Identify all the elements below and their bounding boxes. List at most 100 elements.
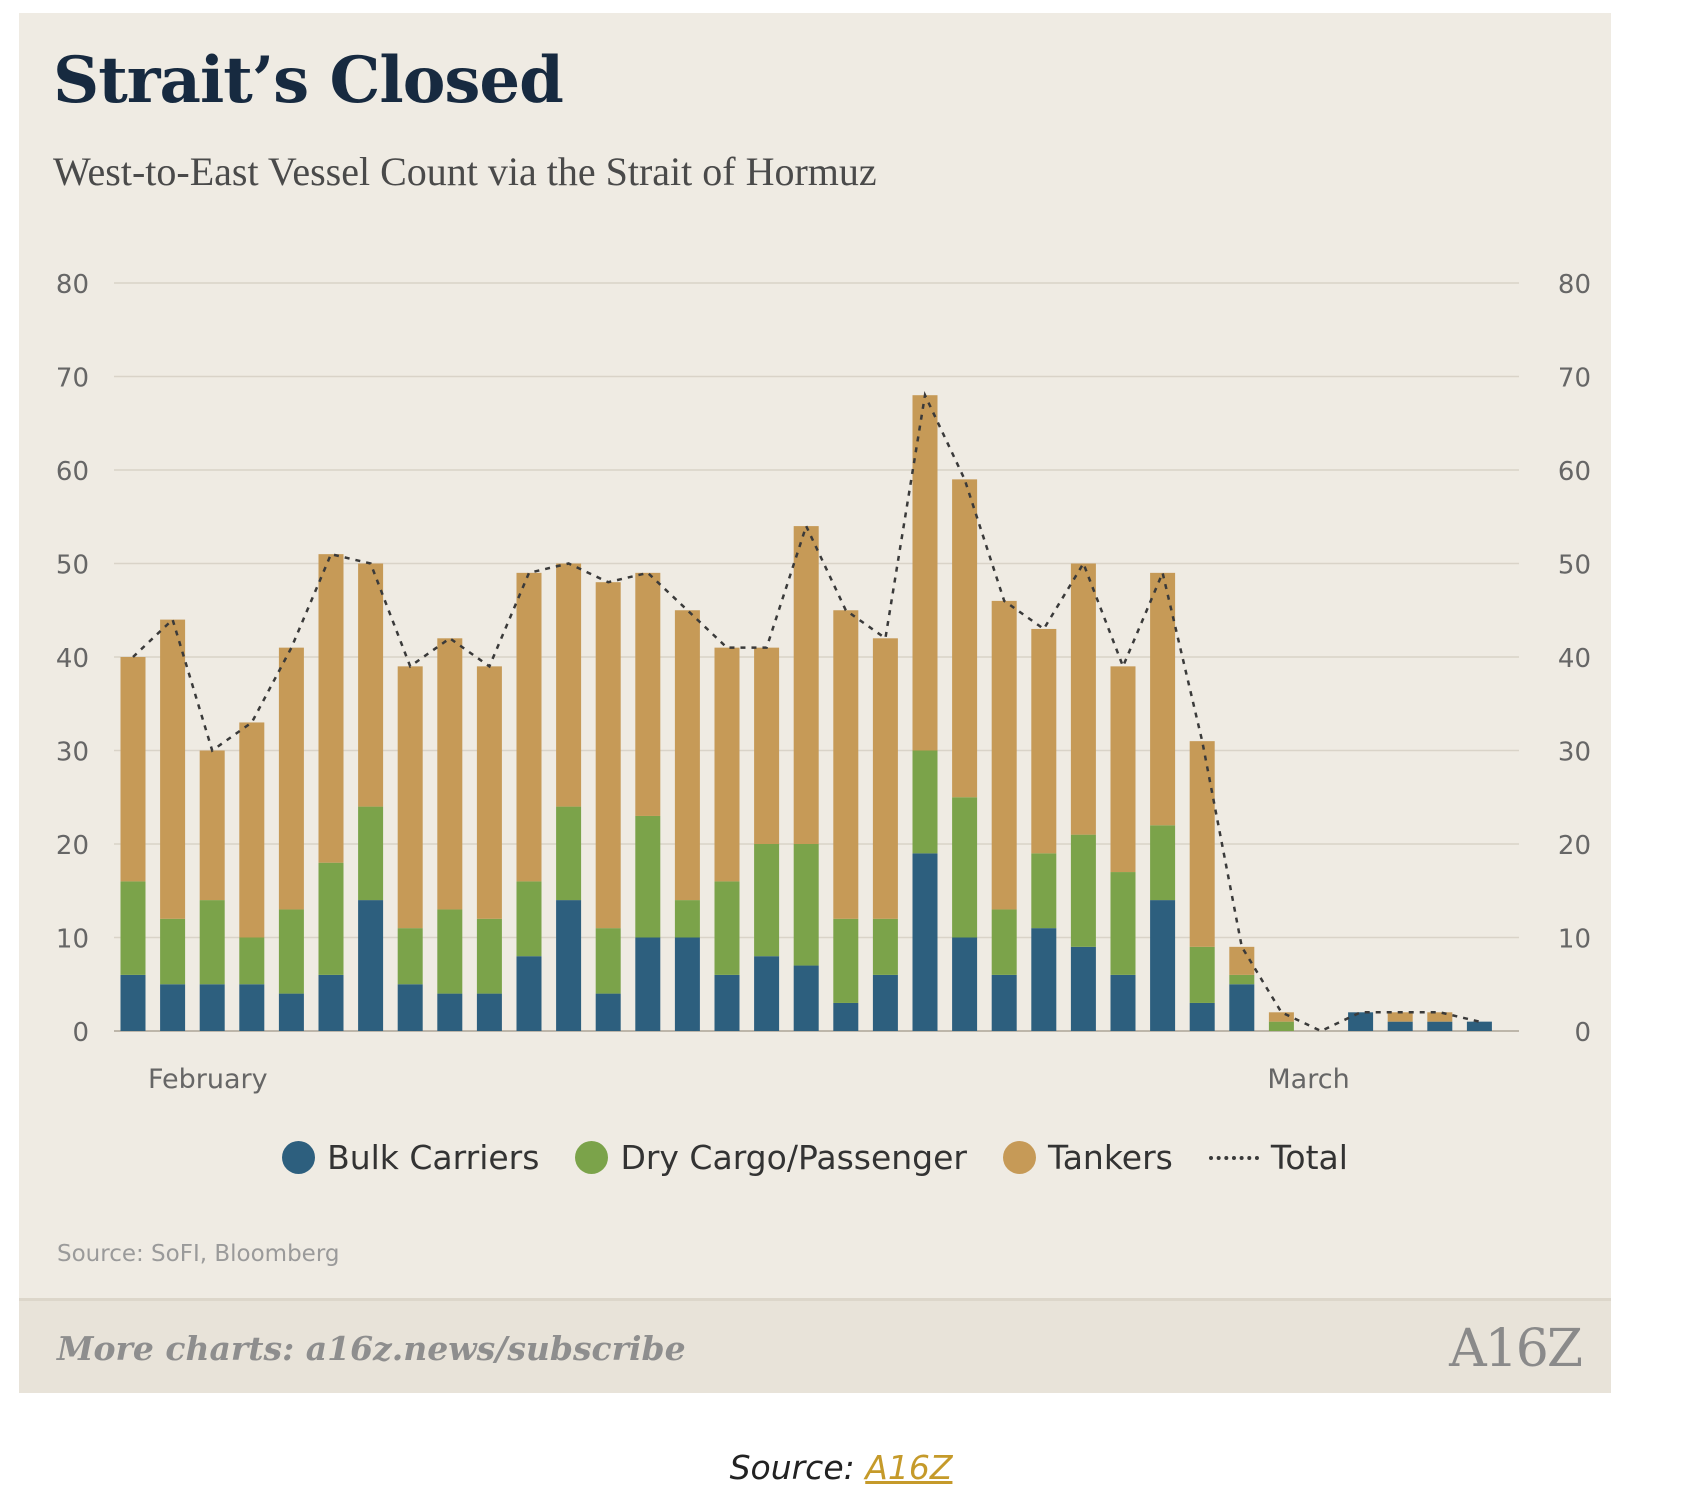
y-tick-label-right: 10 bbox=[1558, 925, 1591, 955]
bar-dry-cargo bbox=[476, 918, 502, 994]
bar-bulk-carriers bbox=[635, 937, 661, 1031]
bar-tankers bbox=[635, 572, 661, 816]
legend-item-bulk-carriers: Bulk Carriers bbox=[282, 1138, 539, 1177]
bar-bulk-carriers bbox=[556, 900, 582, 1031]
bar-bulk-carriers bbox=[595, 993, 621, 1031]
total-line bbox=[132, 391, 1480, 1033]
bar-bulk-carriers bbox=[1110, 974, 1136, 1031]
legend-label-total: Total bbox=[1270, 1138, 1348, 1177]
bar-dry-cargo bbox=[952, 797, 978, 938]
bar-dry-cargo bbox=[278, 909, 304, 994]
bar-bulk-carriers bbox=[714, 974, 740, 1031]
y-tick-label-left: 40 bbox=[56, 644, 89, 674]
bar-tankers bbox=[1268, 1012, 1294, 1022]
chart-subtitle: West-to-East Vessel Count via the Strait… bbox=[53, 149, 877, 194]
bar-tankers bbox=[674, 610, 700, 901]
bar-bulk-carriers bbox=[199, 984, 225, 1031]
bar-bulk-carriers bbox=[1466, 1021, 1492, 1031]
bar-bulk-carriers bbox=[793, 965, 819, 1031]
bar-dry-cargo bbox=[1110, 872, 1136, 975]
caption-source-link[interactable]: A16Z bbox=[865, 1448, 953, 1487]
bar-bulk-carriers bbox=[358, 900, 384, 1031]
legend-item-dry-cargo: Dry Cargo/Passenger bbox=[575, 1138, 967, 1177]
bar-dry-cargo bbox=[872, 918, 898, 975]
bar-dry-cargo bbox=[318, 862, 344, 975]
subscribe-link-text[interactable]: More charts: a16z.news/subscribe bbox=[57, 1329, 686, 1368]
bar-dry-cargo bbox=[239, 937, 265, 985]
bar-dry-cargo bbox=[516, 881, 542, 957]
bar-bulk-carriers bbox=[1031, 928, 1057, 1031]
bar-bulk-carriers bbox=[160, 984, 186, 1031]
bar-tankers bbox=[556, 563, 582, 807]
bar-tankers bbox=[1150, 572, 1176, 826]
y-axis-left: 0 10 20 30 40 50 60 70 80 bbox=[56, 270, 89, 1048]
bar-dry-cargo bbox=[556, 806, 582, 901]
bar-dry-cargo bbox=[160, 918, 186, 985]
bar-dry-cargo bbox=[714, 881, 740, 975]
x-axis: February March bbox=[148, 1064, 1350, 1095]
y-tick-label-right: 60 bbox=[1558, 457, 1591, 487]
bar-bulk-carriers bbox=[1229, 984, 1255, 1031]
bar-bulk-carriers bbox=[437, 993, 463, 1031]
y-tick-label-right: 20 bbox=[1558, 831, 1591, 861]
bar-bulk-carriers bbox=[1070, 946, 1096, 1031]
bar-bulk-carriers bbox=[754, 956, 780, 1031]
bar-dry-cargo bbox=[437, 909, 463, 994]
bar-tankers bbox=[160, 619, 186, 919]
bar-tankers bbox=[991, 600, 1017, 910]
bar-dry-cargo bbox=[754, 844, 780, 957]
bar-tankers bbox=[476, 666, 502, 919]
bar-dry-cargo bbox=[635, 815, 661, 938]
bar-tankers bbox=[833, 610, 859, 919]
bar-bulk-carriers bbox=[872, 974, 898, 1031]
source-note: Source: SoFI, Bloomberg bbox=[57, 1241, 340, 1267]
legend-item-tankers: Tankers bbox=[1003, 1138, 1173, 1177]
bar-tankers bbox=[1110, 666, 1136, 873]
bar-dry-cargo bbox=[1150, 825, 1176, 901]
bar-tankers bbox=[318, 554, 344, 863]
bar-tankers bbox=[1189, 741, 1215, 947]
bar-tankers bbox=[358, 563, 384, 807]
bar-bulk-carriers bbox=[952, 937, 978, 1031]
y-tick-label-right: 50 bbox=[1558, 551, 1591, 581]
bar-dry-cargo bbox=[912, 750, 938, 854]
bar-tankers bbox=[1387, 1012, 1413, 1022]
y-tick-label-left: 30 bbox=[56, 738, 89, 768]
x-tick-label: March bbox=[1267, 1064, 1349, 1095]
y-tick-label-right: 80 bbox=[1558, 270, 1591, 300]
bar-bulk-carriers bbox=[120, 974, 146, 1031]
y-tick-label-right: 40 bbox=[1558, 644, 1591, 674]
bar-bulk-carriers bbox=[516, 956, 542, 1031]
bar-bulk-carriers bbox=[912, 853, 938, 1031]
y-tick-label-right: 30 bbox=[1558, 738, 1591, 768]
bar-dry-cargo bbox=[595, 928, 621, 994]
bar-tankers bbox=[516, 572, 542, 882]
bar-dry-cargo bbox=[1031, 853, 1057, 929]
bar-bulk-carriers bbox=[674, 937, 700, 1031]
bar-dry-cargo bbox=[199, 900, 225, 985]
bar-tankers bbox=[199, 750, 225, 901]
bar-bulk-carriers bbox=[278, 993, 304, 1031]
bar-bulk-carriers bbox=[1427, 1021, 1453, 1031]
footer-banner: More charts: a16z.news/subscribe A16Z bbox=[19, 1298, 1611, 1393]
bar-bulk-carriers bbox=[1150, 900, 1176, 1031]
bar-dry-cargo bbox=[1189, 946, 1215, 1003]
bar-bulk-carriers bbox=[397, 984, 423, 1031]
y-tick-label-right: 0 bbox=[1574, 1018, 1591, 1048]
caption-prefix: Source: bbox=[729, 1448, 866, 1487]
bar-dry-cargo bbox=[833, 918, 859, 1003]
x-tick-label: February bbox=[148, 1064, 268, 1095]
bar-bulk-carriers bbox=[1348, 1012, 1374, 1031]
bar-dry-cargo bbox=[793, 844, 819, 966]
legend: Bulk Carriers Dry Cargo/Passenger Tanker… bbox=[19, 1138, 1611, 1177]
y-tick-label-left: 10 bbox=[56, 925, 89, 955]
y-tick-label-left: 20 bbox=[56, 831, 89, 861]
bar-tankers bbox=[952, 479, 978, 798]
bar-dry-cargo bbox=[120, 881, 146, 975]
bar-tankers bbox=[437, 638, 463, 910]
bar-dry-cargo bbox=[674, 900, 700, 938]
bar-bulk-carriers bbox=[833, 1002, 859, 1031]
legend-swatch-bulk bbox=[282, 1141, 316, 1174]
bar-tankers bbox=[397, 666, 423, 929]
y-tick-label-left: 80 bbox=[56, 270, 89, 300]
